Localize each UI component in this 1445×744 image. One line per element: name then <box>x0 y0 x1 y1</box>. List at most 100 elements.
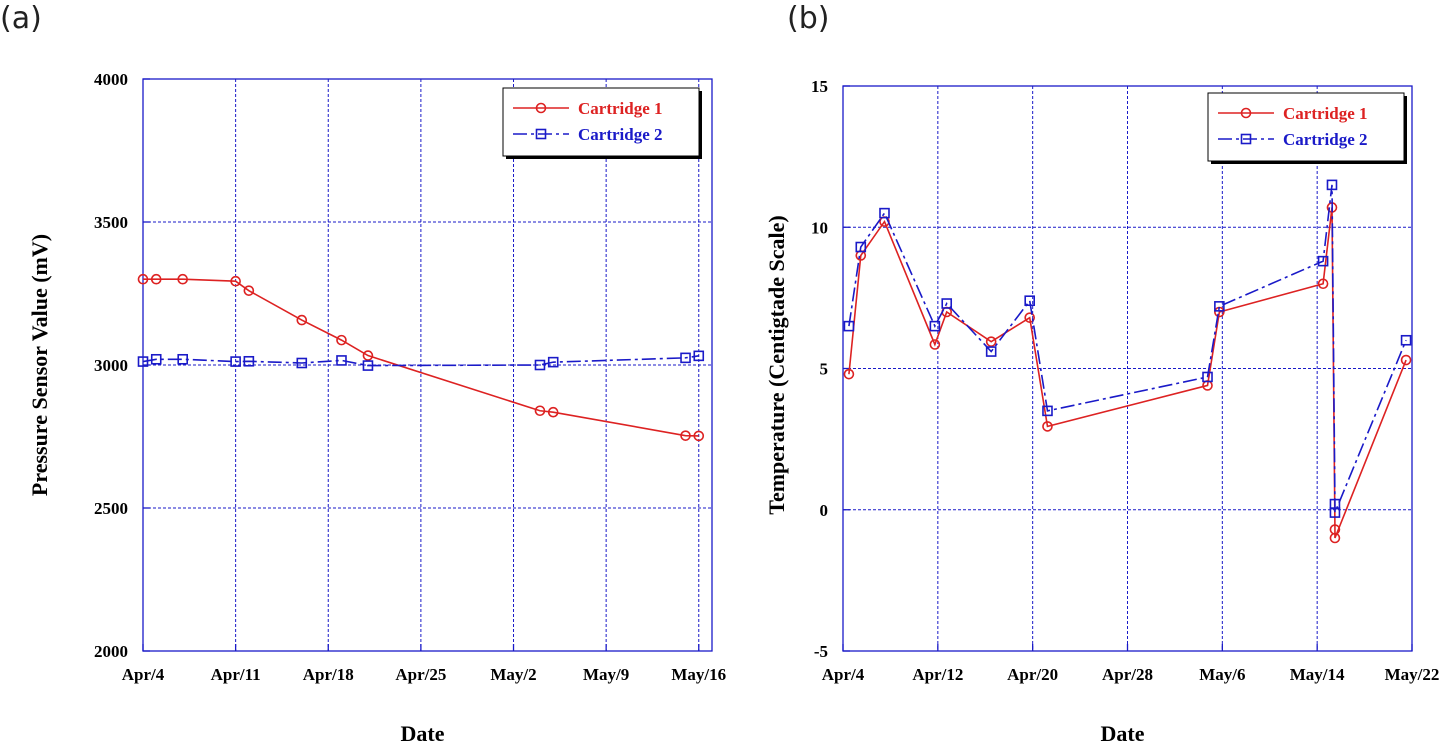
series-line <box>848 184 1407 513</box>
x-tick-label: Apr/18 <box>303 665 354 684</box>
data-point <box>693 430 705 442</box>
x-tick-label: Apr/11 <box>211 665 261 684</box>
y-tick-label: 2000 <box>94 642 128 661</box>
data-point <box>985 336 997 347</box>
data-point <box>929 320 941 332</box>
x-tick-label: Apr/4 <box>822 665 865 684</box>
data-point <box>1024 312 1036 323</box>
y-tick-label: 2500 <box>94 499 128 518</box>
data-point <box>547 406 559 418</box>
data-point <box>1400 354 1412 366</box>
y-tick-label: 5 <box>820 360 829 379</box>
data-point <box>1042 421 1053 432</box>
data-point <box>680 430 691 441</box>
data-point <box>137 273 149 285</box>
x-axis-title: Date <box>401 721 445 744</box>
x-tick-label: Apr/25 <box>395 665 446 684</box>
y-tick-label: 0 <box>820 501 829 520</box>
data-point <box>177 273 188 285</box>
x-tick-label: Apr/20 <box>1007 665 1058 684</box>
data-point <box>1214 301 1225 312</box>
gridlines <box>842 85 1413 652</box>
y-tick-label: 3500 <box>94 213 128 232</box>
legend-marker <box>535 102 547 114</box>
legend-marker <box>1240 107 1252 119</box>
x-tick-label: May/6 <box>1199 665 1245 684</box>
legend-label: Cartridge 2 <box>578 125 663 144</box>
data-point <box>1326 179 1338 191</box>
panel-b-temperature-chart: (b) Apr/4 Apr/12 Apr/20 Apr/28 May/6 May/14 May… <box>764 1 1439 744</box>
series-1 <box>843 202 1412 544</box>
data-point <box>150 273 162 285</box>
series-line <box>143 278 699 437</box>
x-tick-label: May/22 <box>1385 665 1440 684</box>
data-point <box>362 360 374 371</box>
data-point <box>150 353 162 365</box>
data-point <box>693 350 705 362</box>
data-point <box>534 405 546 417</box>
legend-marker <box>535 128 547 140</box>
legend-label: Cartridge 1 <box>578 99 663 118</box>
legend-marker <box>1240 133 1252 145</box>
data-point <box>296 357 308 369</box>
y-axis-title: Temperature (Centigtade Scale) <box>764 215 789 514</box>
panel-label: (a) <box>0 1 42 36</box>
data-point <box>929 339 941 350</box>
legend-box <box>502 87 700 157</box>
panel-a-pressure-chart: (a) Apr/4 Apr/11 Apr/18 Apr/25 May/2 May/9 May/… <box>0 1 726 744</box>
x-tick-label: Apr/4 <box>122 665 165 684</box>
data-point <box>336 355 347 366</box>
series-1 <box>137 273 705 442</box>
y-tick-label: -5 <box>814 642 828 661</box>
x-tick-label: May/14 <box>1290 665 1345 684</box>
y-axis-title: Pressure Sensor Value (mV) <box>27 234 52 496</box>
data-point <box>137 356 149 367</box>
data-point <box>243 285 255 296</box>
data-point <box>362 350 374 361</box>
panel-label: (b) <box>787 1 829 36</box>
y-tick-label: 10 <box>811 218 828 237</box>
legend-label: Cartridge 2 <box>1283 130 1368 149</box>
series-2 <box>137 350 705 371</box>
data-point <box>985 346 997 357</box>
data-point <box>855 241 867 253</box>
x-tick-label: May/9 <box>583 665 629 684</box>
data-point <box>230 356 241 367</box>
data-point <box>534 359 546 371</box>
data-point <box>680 352 691 364</box>
y-tick-label: 3000 <box>94 356 128 375</box>
data-point <box>296 314 308 326</box>
data-point <box>879 207 890 219</box>
data-point <box>1329 507 1341 518</box>
data-point <box>843 368 855 380</box>
gridlines <box>142 78 712 652</box>
x-tick-label: Apr/12 <box>912 665 963 684</box>
data-point <box>1042 405 1053 417</box>
x-tick-label: Apr/28 <box>1102 665 1153 684</box>
data-point <box>177 353 188 365</box>
data-point <box>1024 295 1036 307</box>
x-axis-title: Date <box>1101 721 1145 744</box>
x-tick-label: May/16 <box>671 665 726 684</box>
data-point <box>1317 278 1329 290</box>
legend-label: Cartridge 1 <box>1283 104 1368 123</box>
data-point <box>547 356 559 368</box>
data-point <box>1202 371 1213 383</box>
data-point <box>1400 334 1412 346</box>
data-point <box>1329 532 1341 544</box>
data-point <box>336 334 347 346</box>
data-point <box>243 355 255 367</box>
legend-box <box>1207 92 1405 162</box>
y-tick-label: 15 <box>811 77 828 96</box>
series-line <box>848 207 1407 539</box>
y-tick-label: 4000 <box>94 70 128 89</box>
data-point <box>843 320 855 332</box>
legend: Cartridge 1 Cartridge 2 <box>502 87 702 159</box>
x-tick-label: May/2 <box>490 665 536 684</box>
data-point <box>941 298 953 309</box>
legend: Cartridge 1 Cartridge 2 <box>1207 92 1407 164</box>
data-point <box>230 275 241 287</box>
data-point <box>1317 255 1329 267</box>
series-2 <box>843 179 1412 518</box>
